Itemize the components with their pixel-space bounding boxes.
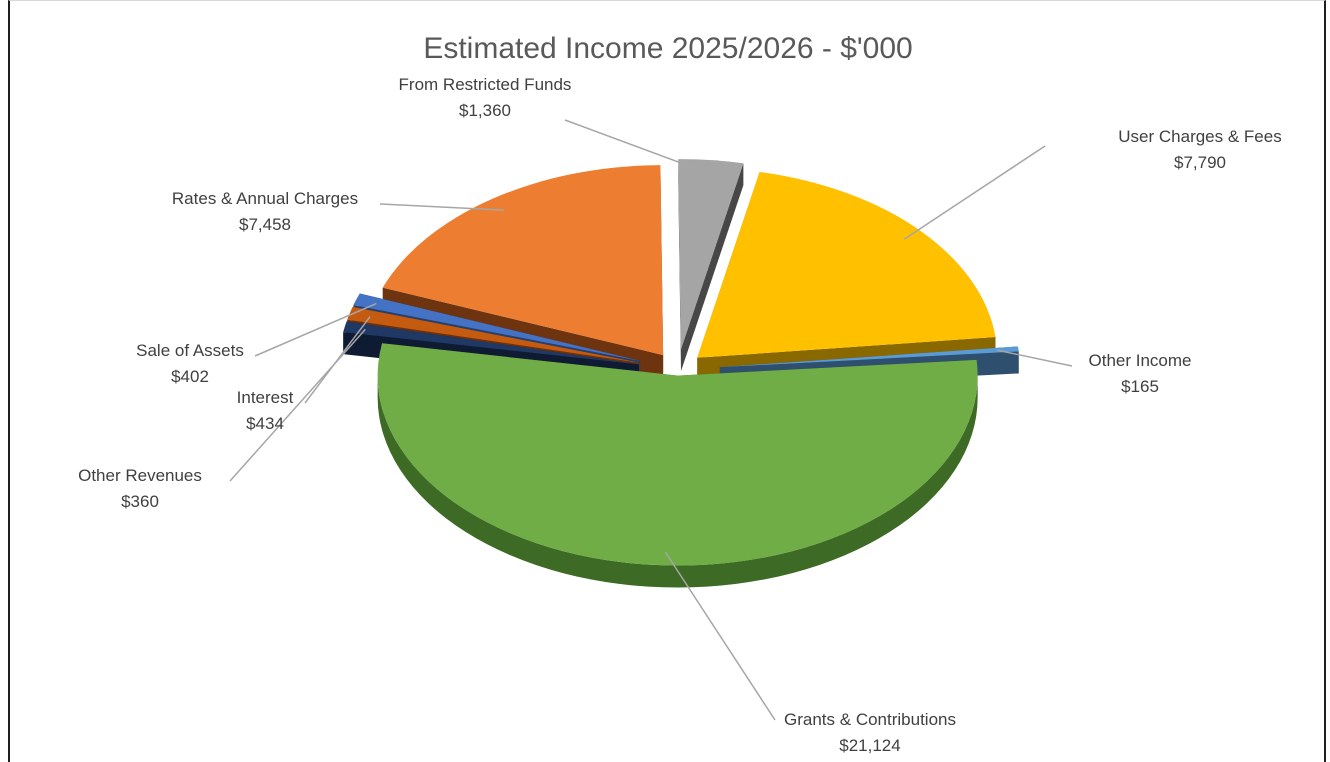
label-value: $402	[171, 367, 209, 386]
label-value: $7,458	[239, 215, 291, 234]
label-value: $21,124	[839, 736, 900, 755]
slice-top	[719, 346, 1019, 368]
slice-wall	[678, 159, 681, 372]
slice-user-charges-fees	[697, 171, 996, 380]
leader-line-grants-contributions	[664, 551, 776, 721]
label-name: Other Income	[1089, 351, 1192, 370]
chart-title: Estimated Income 2025/2026 - $'000	[423, 32, 912, 65]
label-name: From Restricted Funds	[399, 75, 572, 94]
slice-from-restricted-funds	[678, 159, 744, 372]
data-label-user-charges-fees: User Charges & Fees $7,790	[1118, 127, 1281, 172]
slice-top	[347, 306, 640, 363]
data-label-from-restricted-funds: From Restricted Funds $1,360	[399, 75, 572, 120]
labels-layer: User Charges & Fees $7,790 Other Income $16…	[78, 75, 1282, 755]
leader-line-other-revenues	[229, 328, 366, 482]
slice-top	[343, 321, 639, 365]
leader-line-sale-of-assets	[254, 302, 377, 357]
label-name: Grants & Contributions	[784, 710, 956, 729]
data-label-interest: Interest $434	[237, 388, 294, 433]
slices-layer	[343, 159, 1019, 588]
label-name: Interest	[237, 388, 294, 407]
slice-wall	[680, 163, 744, 372]
leader-line-rates-annual-charges	[379, 203, 504, 211]
slice-top	[353, 293, 641, 361]
label-value: $434	[246, 414, 284, 433]
label-name: Other Revenues	[78, 466, 202, 485]
slice-top	[377, 343, 978, 566]
label-name: User Charges & Fees	[1118, 127, 1281, 146]
leader-lines-layer	[229, 119, 1073, 721]
label-value: $7,790	[1174, 153, 1226, 172]
label-name: Rates & Annual Charges	[172, 189, 358, 208]
leader-line-user-charges-fees	[903, 145, 1046, 240]
data-label-rates-annual-charges: Rates & Annual Charges $7,458	[172, 189, 358, 234]
data-label-sale-of-assets: Sale of Assets $402	[136, 341, 244, 386]
leader-line-other-income	[997, 349, 1073, 367]
slice-grants-contributions	[377, 343, 978, 588]
slice-top	[678, 159, 744, 350]
label-value: $1,360	[459, 101, 511, 120]
label-value: $165	[1121, 377, 1159, 396]
leader-line-interest	[304, 316, 371, 404]
label-name: Sale of Assets	[136, 341, 244, 360]
data-label-other-income: Other Income $165	[1089, 351, 1192, 396]
data-label-grants-contributions: Grants & Contributions $21,124	[784, 710, 956, 755]
data-label-other-revenues: Other Revenues $360	[78, 466, 202, 511]
slice-top	[697, 171, 996, 358]
label-value: $360	[121, 492, 159, 511]
leader-line-from-restricted-funds	[564, 119, 710, 174]
slice-top	[382, 165, 664, 356]
